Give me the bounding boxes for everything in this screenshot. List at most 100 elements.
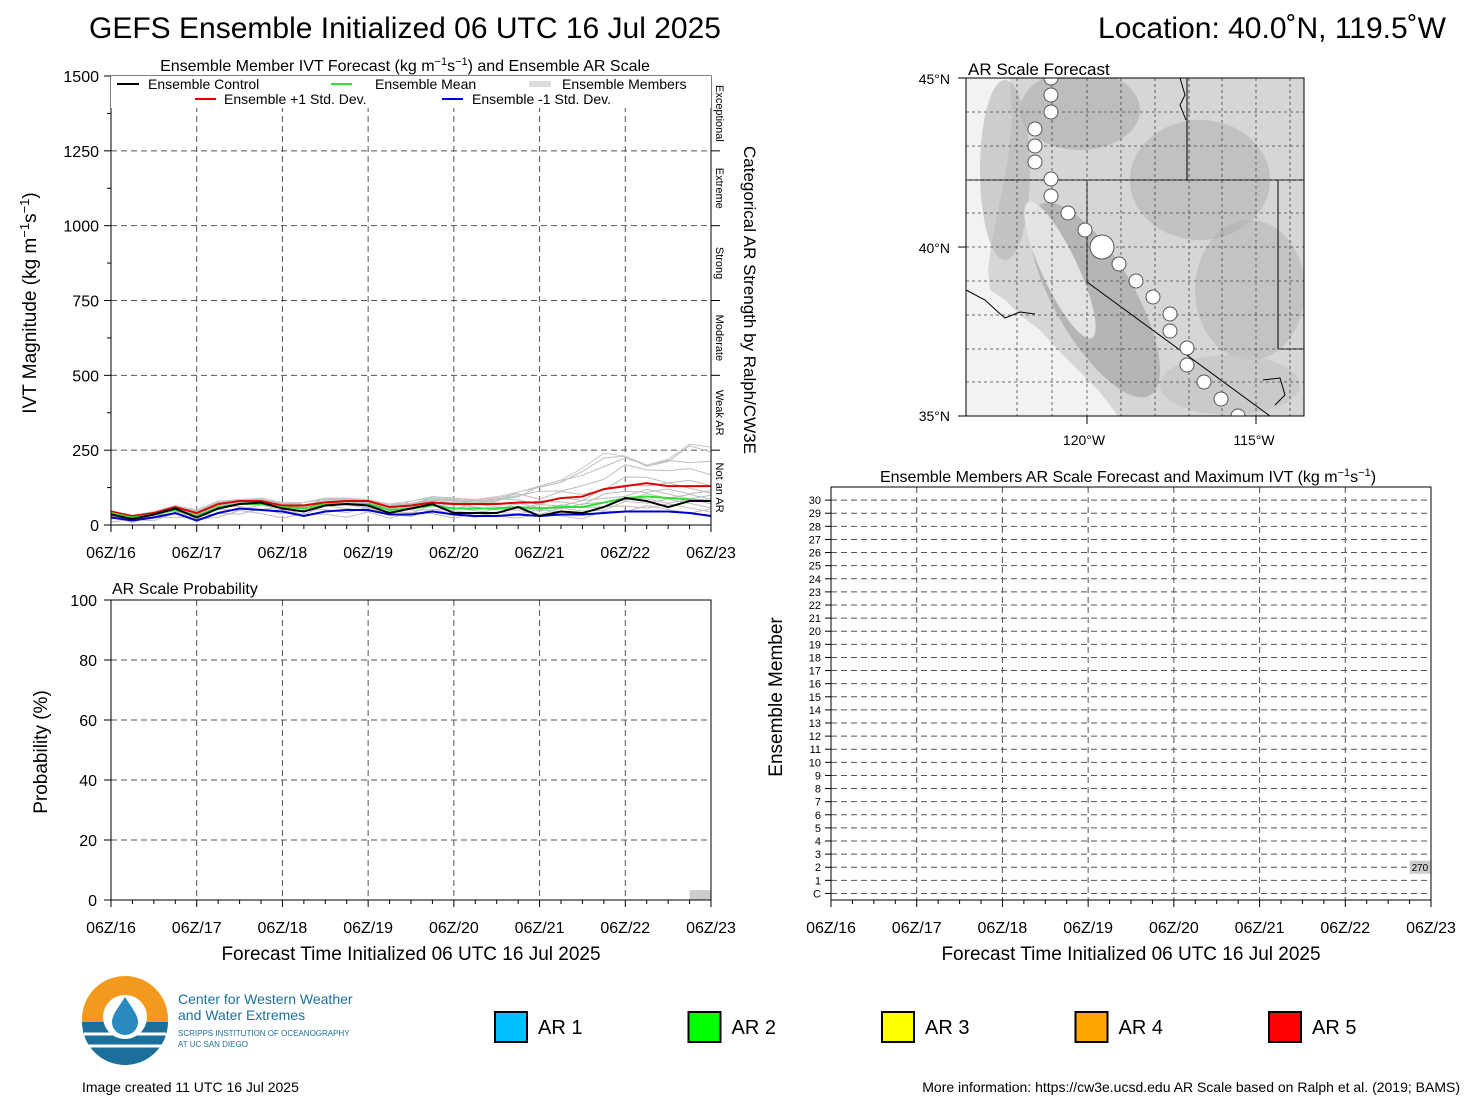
prob-x-tick-label: 06Z/16 [86, 920, 136, 937]
members-y-tick-label: 1 [815, 875, 821, 887]
ivt-series-line [111, 482, 711, 518]
ar-category-label: Strong [713, 247, 725, 279]
members-y-tick-label: 16 [809, 679, 821, 691]
prob-y-ticks: 0 20 40 60 80 100 [70, 593, 111, 910]
prob-y-tick-label: 60 [79, 713, 97, 730]
ar-legend-swatch [1074, 1011, 1109, 1043]
members-x-tick-label: 06Z/18 [978, 920, 1028, 937]
ivt-y-axis-label: IVT Magnitude (kg m−1s−1) [17, 192, 41, 414]
members-y-tick-label: 12 [809, 731, 821, 743]
ar-legend-swatch [494, 1011, 528, 1043]
members-y-tick-label: 20 [809, 626, 821, 638]
ivt-y-tick-label: 1500 [63, 69, 99, 86]
ar-category-label: Weak AR [713, 390, 725, 436]
legend-minus-label: Ensemble -1 Std. Dev. [472, 91, 611, 107]
ar-category-label: Not an AR [713, 463, 725, 513]
prob-x-tick-label: 06Z/21 [515, 920, 565, 937]
ar-track-marker [1162, 323, 1178, 339]
ivt-x-tick-label: 06Z/23 [686, 545, 736, 562]
prob-x-tick-label: 06Z/18 [258, 920, 308, 937]
members-y-tick-label: 23 [809, 587, 821, 599]
ivt-legend-box [111, 76, 711, 108]
prob-x-axis-label: Forecast Time Initialized 06 UTC 16 Jul … [221, 944, 600, 965]
ar-track-marker [1179, 357, 1195, 373]
members-y-tick-label: C [813, 888, 821, 900]
ar-track-marker [1043, 104, 1059, 120]
ivt-member-max-line [111, 443, 711, 517]
footer-created: Image created 11 UTC 16 Jul 2025 [82, 1079, 299, 1095]
prob-panel-title: AR Scale Probability [112, 581, 258, 598]
ar-track-marker [1043, 171, 1059, 187]
ar-legend-label: AR 2 [732, 1017, 776, 1039]
ivt-x-tick-label: 06Z/16 [86, 545, 136, 562]
ar-legend-label: AR 3 [925, 1017, 969, 1039]
ar-category-label: Exceptional [713, 85, 725, 142]
members-panel-title: Ensemble Members AR Scale Forecast and M… [880, 467, 1376, 486]
ar-track-marker [1196, 374, 1212, 390]
footer-info: More information: https://cw3e.ucsd.edu … [922, 1079, 1460, 1095]
members-cell [1409, 860, 1431, 874]
water-drop-icon [112, 997, 138, 1035]
members-y-tick-label: 2 [815, 862, 821, 874]
basin-range-2 [1195, 220, 1304, 360]
members-cells: 270 [1409, 860, 1431, 874]
prob-bar [689, 890, 711, 900]
members-x-ticks: 06Z/16 06Z/17 06Z/18 06Z/19 06Z/20 06Z/21 06Z/… [806, 900, 1456, 937]
members-y-tick-label: 3 [815, 849, 821, 861]
prob-y-tick-label: 0 [88, 893, 97, 910]
ar-category-label: Moderate [713, 315, 725, 361]
members-y-tick-label: 29 [809, 508, 821, 520]
prob-y-axis-label: Probability (%) [31, 690, 52, 814]
members-y-ticks: C123456789101112131415161718192021222324… [809, 495, 831, 900]
members-y-tick-label: 11 [810, 744, 821, 756]
ar-track-marker [1179, 340, 1195, 356]
prob-x-tick-label: 06Z/17 [172, 920, 222, 937]
coastal-range [980, 80, 1030, 260]
ivt-y-tick-label: 0 [90, 518, 99, 535]
prob-y-tick-label: 40 [79, 773, 97, 790]
ivt-legend: Ensemble Control Ensemble Mean Ensemble … [111, 76, 711, 108]
ar-track-marker [1027, 154, 1043, 170]
ar-location-marker [1089, 234, 1115, 260]
ivt-x-tick-label: 06Z/21 [515, 545, 565, 562]
cw3e-logo: Center for Western Weather and Water Ext… [82, 976, 353, 1065]
members-y-tick-label: 6 [815, 810, 821, 822]
ivt-panel-title: Ensemble Member IVT Forecast (kg m−1s−1)… [160, 56, 650, 75]
ivt-y-tick-label: 1250 [63, 144, 99, 161]
map-gridlines [966, 78, 1304, 416]
ar-legend-swatch [1268, 1011, 1302, 1043]
members-y-tick-label: 21 [809, 613, 821, 625]
ivt-x-tick-label: 06Z/18 [258, 545, 308, 562]
ivt-y-tick-label: 750 [72, 294, 99, 311]
members-y-tick-label: 25 [809, 561, 821, 573]
ivt-y-ticks: 0 250 500 750 1000 1250 1500 [63, 69, 111, 535]
legend-members-label: Ensemble Members [562, 76, 687, 92]
location-label: Location: 40.0˚N, 119.5˚W [1098, 12, 1447, 45]
prob-y-tick-label: 20 [79, 833, 97, 850]
members-cell-ivt-label: 270 [1412, 863, 1429, 874]
members-y-tick-label: 9 [815, 770, 821, 782]
ar-track-marker [1111, 256, 1127, 272]
legend-plus-label: Ensemble +1 Std. Dev. [224, 91, 367, 107]
members-y-tick-label: 19 [809, 639, 821, 651]
ar-track-marker [1077, 222, 1093, 238]
members-y-tick-label: 26 [809, 548, 821, 560]
ivt-y-tick-label: 500 [72, 368, 99, 385]
prob-y-tick-label: 100 [70, 593, 97, 610]
members-x-tick-label: 06Z/21 [1235, 920, 1285, 937]
ar-track-marker [1213, 391, 1229, 407]
river-border [1179, 78, 1187, 121]
map-lat-label-45: 45°N [919, 71, 950, 87]
map-panel: AR Scale Forecast 45°N 40°N 35°N 120°W 1… [919, 60, 1305, 448]
ar-track-marker [1043, 188, 1059, 204]
logo-line-4: AT UC SAN DIEGO [178, 1040, 248, 1049]
map-lon-label-120: 120°W [1063, 432, 1106, 448]
southern-desert [1160, 355, 1300, 415]
members-y-tick-label: 18 [809, 652, 821, 664]
ar-track-marker [1027, 138, 1043, 154]
figure-title: GEFS Ensemble Initialized 06 UTC 16 Jul … [89, 12, 721, 45]
members-plot-frame [830, 486, 1432, 901]
